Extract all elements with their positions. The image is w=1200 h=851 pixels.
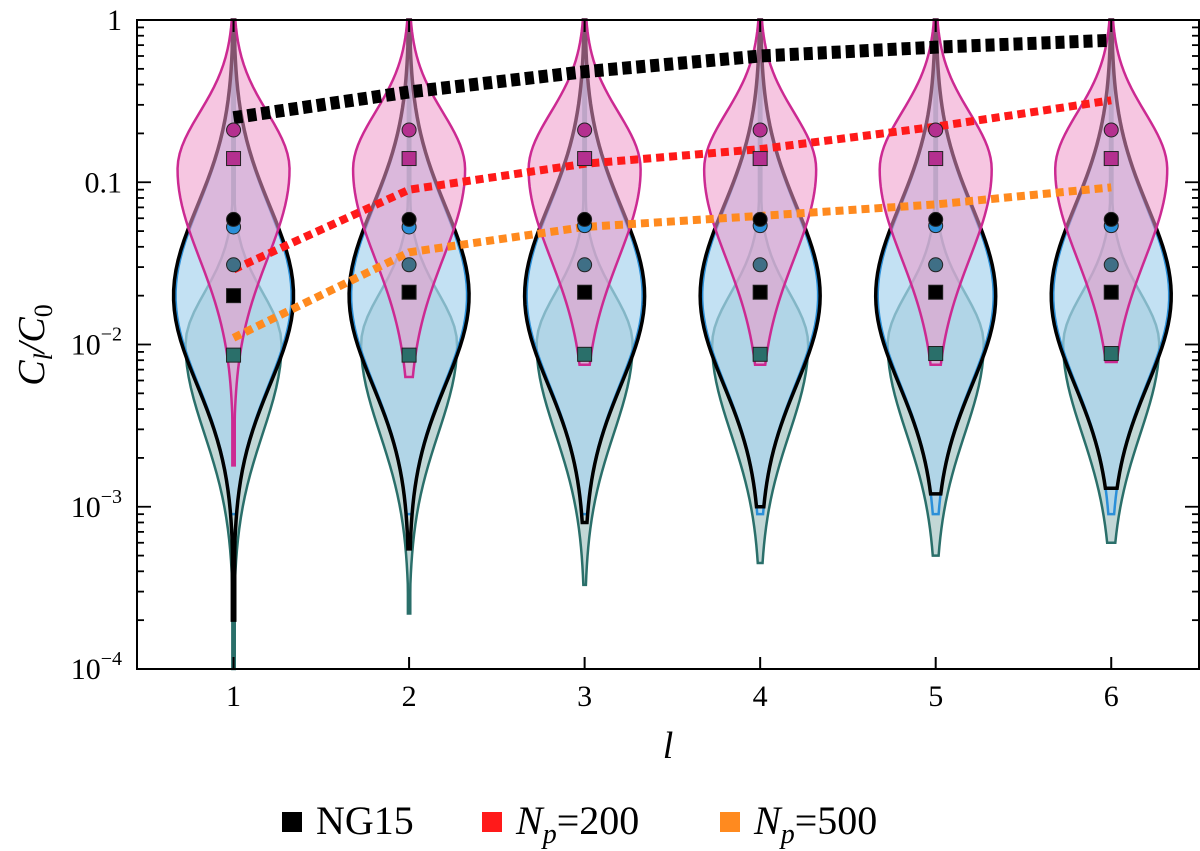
marker-black-circle-6 — [1103, 211, 1119, 227]
legend-n: N — [753, 798, 783, 843]
marker-magenta-square-5 — [928, 151, 944, 167]
y-axis-title: Cl/C0 — [11, 304, 58, 386]
x-tick-label-3: 3 — [577, 680, 592, 713]
y-axis-title-slash: /C — [11, 317, 53, 356]
marker-teal-square-6 — [1103, 346, 1119, 362]
y-tick-base: 0.1 — [85, 166, 123, 199]
marker-teal-square-4 — [752, 346, 768, 362]
marker-black-square-4 — [752, 284, 768, 300]
series-line-2 — [231, 183, 1112, 342]
y-tick-label-0.001: 10−3 — [71, 486, 122, 524]
marker-magenta-circle-5 — [928, 122, 944, 138]
tick-labels-layer: 1 2 3 4 5 610.110−210−310−4 — [71, 4, 1119, 713]
x-tick-label-4: 4 — [753, 680, 768, 713]
legend-label-2: Np=500 — [753, 798, 877, 850]
marker-black-square-5 — [928, 284, 944, 300]
marker-magenta-square-3 — [577, 151, 593, 167]
series-line-1 — [231, 96, 1112, 274]
marker-black-circle-3 — [577, 211, 593, 227]
marker-teal-square-1 — [226, 347, 242, 363]
plot-frame — [136, 19, 1200, 670]
legend-label-1: Np=200 — [515, 798, 639, 850]
y-tick-label-0.0001: 10−4 — [71, 648, 122, 686]
marker-teal-square-5 — [928, 346, 944, 362]
legend-swatch-1 — [482, 812, 502, 832]
y-tick-exponent: −3 — [101, 486, 122, 508]
y-tick-base: 10 — [71, 491, 101, 524]
markers-layer — [226, 122, 1119, 363]
marker-black-circle-1 — [226, 211, 242, 227]
legend-n: N — [515, 798, 545, 843]
ticks-layer — [137, 19, 1199, 670]
marker-magenta-circle-6 — [1103, 122, 1119, 138]
y-tick-label-0.01: 10−2 — [71, 324, 122, 362]
legend-rest: =500 — [795, 798, 878, 843]
y-axis-title-c: C — [11, 360, 53, 386]
marker-black-square-2 — [401, 284, 417, 300]
y-tick-label-0.1: 0.1 — [85, 166, 123, 199]
marker-magenta-square-4 — [752, 151, 768, 167]
marker-dark-circle-6 — [1103, 257, 1119, 273]
x-tick-label-2: 2 — [402, 680, 417, 713]
marker-magenta-square-6 — [1103, 151, 1119, 167]
marker-teal-square-2 — [401, 347, 417, 363]
marker-magenta-circle-1 — [226, 122, 242, 138]
marker-magenta-circle-3 — [577, 122, 593, 138]
series-line-0 — [232, 33, 1112, 125]
x-tick-label-1: 1 — [226, 680, 241, 713]
marker-black-circle-4 — [752, 211, 768, 227]
y-tick-exponent: −2 — [101, 324, 122, 346]
y-axis-title-sub-l: l — [29, 353, 58, 360]
legend-sub: p — [541, 819, 557, 850]
legend-label-0: NG15 — [316, 798, 414, 843]
y-tick-base: 10 — [71, 653, 101, 686]
legend-sub: p — [779, 819, 795, 850]
marker-magenta-square-2 — [401, 151, 417, 167]
y-tick-label-1: 1 — [107, 4, 122, 37]
y-axis-title-sub-0: 0 — [29, 304, 58, 317]
x-tick-label-5: 5 — [928, 680, 943, 713]
y-axis-title-group: Cl/C0 — [11, 304, 58, 386]
y-tick-base: 10 — [71, 329, 101, 362]
series-lines-layer — [231, 33, 1112, 342]
marker-magenta-circle-4 — [752, 122, 768, 138]
marker-black-circle-5 — [928, 211, 944, 227]
marker-dark-circle-5 — [928, 257, 944, 273]
marker-black-square-6 — [1103, 284, 1119, 300]
marker-teal-square-3 — [577, 346, 593, 362]
legend-swatch-2 — [720, 812, 740, 832]
marker-black-circle-2 — [401, 211, 417, 227]
y-tick-exponent: −4 — [101, 648, 122, 670]
marker-dark-circle-4 — [752, 257, 768, 273]
marker-black-square-3 — [577, 284, 593, 300]
marker-magenta-square-1 — [226, 151, 242, 167]
marker-black-square-1 — [226, 288, 242, 304]
marker-dark-circle-3 — [577, 257, 593, 273]
marker-magenta-circle-2 — [401, 122, 417, 138]
marker-dark-circle-2 — [401, 257, 417, 273]
x-axis-title: l — [663, 725, 674, 767]
marker-dark-circle-1 — [226, 257, 242, 273]
legend: NG15 Np=200 Np=500 — [282, 798, 877, 850]
legend-rest: =200 — [557, 798, 640, 843]
x-tick-label-6: 6 — [1104, 680, 1119, 713]
y-tick-base: 1 — [107, 4, 122, 37]
legend-swatch-0 — [282, 812, 302, 832]
